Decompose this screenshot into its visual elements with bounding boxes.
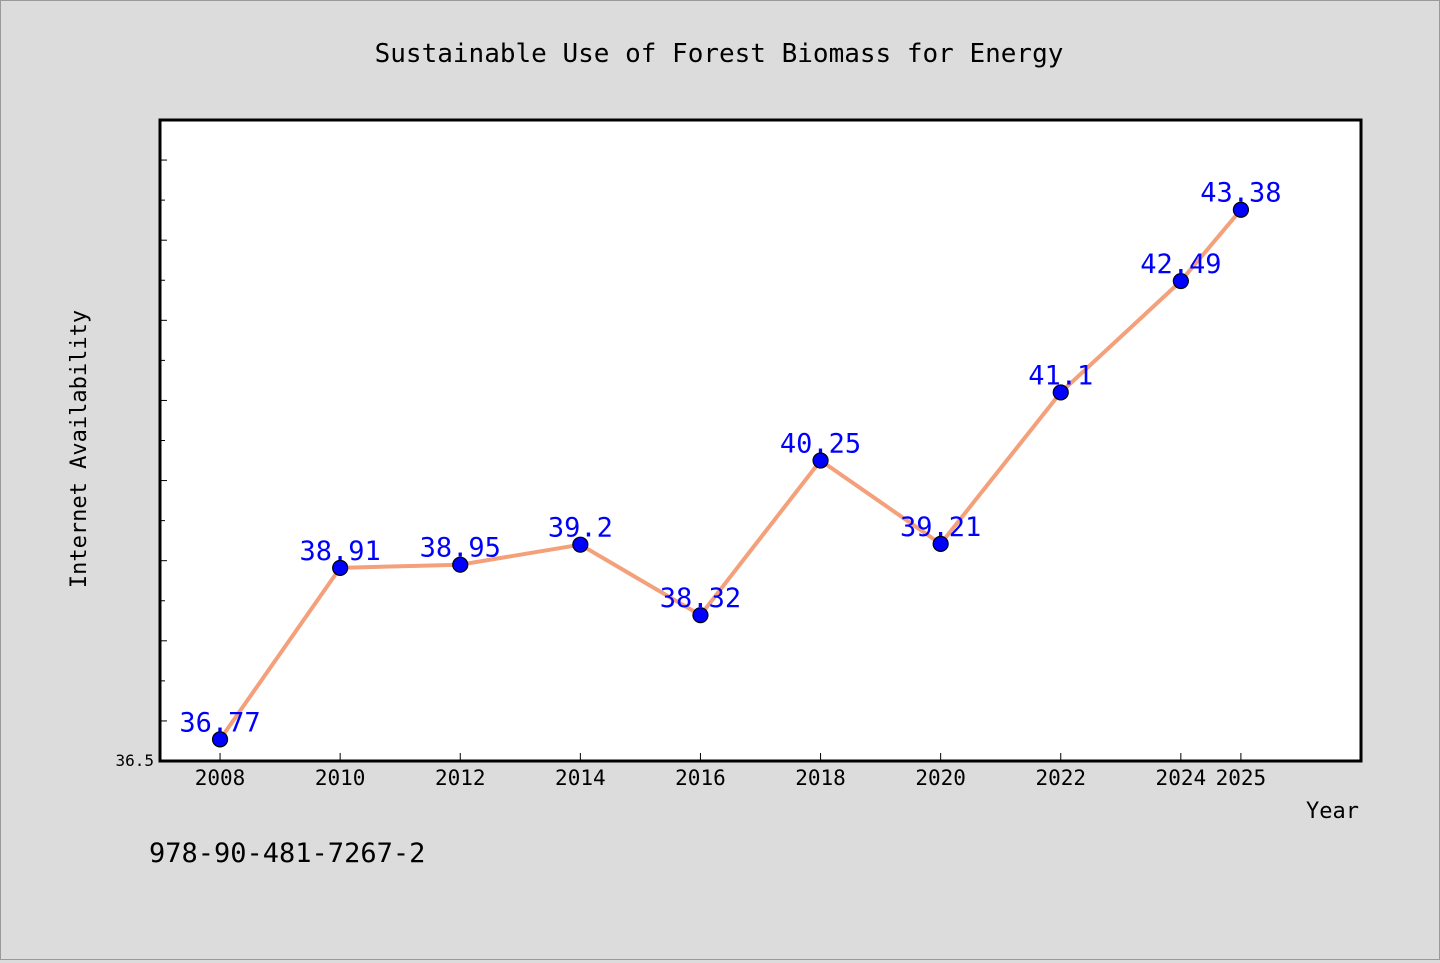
- x-tick-label: 2010: [315, 766, 366, 790]
- data-point: [1052, 384, 1069, 401]
- data-point: [1172, 272, 1189, 290]
- data-label: 38.91: [300, 536, 381, 567]
- x-tick-label: 2014: [555, 766, 606, 790]
- data-point: [1232, 201, 1250, 218]
- chart-title: Sustainable Use of Forest Biomass for En…: [375, 39, 1064, 69]
- data-point: [452, 556, 469, 573]
- x-tick-label: 2022: [1035, 766, 1086, 790]
- x-tick-label: 2018: [795, 766, 846, 790]
- x-tick-label: 2012: [435, 766, 486, 790]
- data-label: 36.77: [179, 707, 260, 738]
- y-tick-label: 36.5: [115, 751, 154, 770]
- x-axis-ticks: 2008 2010 2012 2014 2016 2018 2020 2022 2024 2025: [195, 753, 1266, 790]
- data-label: 38.95: [420, 533, 501, 564]
- data-point: [692, 607, 709, 624]
- series-line: [218, 207, 1243, 742]
- x-tick-label: 2025: [1216, 766, 1267, 790]
- data-label: 40.25: [780, 429, 861, 460]
- isbn-text: 978-90-481-7267-2: [149, 838, 425, 869]
- data-label: 39.21: [900, 512, 981, 543]
- data-point: [812, 452, 829, 469]
- data-label: 43.38: [1200, 178, 1281, 209]
- data-point: [932, 535, 949, 552]
- data-point: [572, 536, 589, 553]
- data-point: [332, 559, 349, 576]
- plot-area: [158, 118, 1363, 763]
- data-label: 39.2: [548, 513, 613, 544]
- data-label: 38.32: [660, 583, 741, 614]
- y-axis-ticks: 36.5: [115, 119, 167, 770]
- data-point: [211, 731, 229, 748]
- x-tick-label: 2016: [675, 766, 726, 790]
- x-tick-label: 2020: [915, 766, 966, 790]
- series-layer: 36.77 38.91 38.95 39.2 38.32 40.25 39.21 41.1 42…: [179, 178, 1282, 748]
- x-axis-label: Year: [1306, 799, 1359, 824]
- x-tick-label: 2008: [195, 766, 246, 790]
- x-tick-label: 2024: [1156, 766, 1207, 790]
- data-label: 42.49: [1140, 249, 1221, 280]
- data-label: 41.1: [1028, 360, 1093, 391]
- y-axis-label: Internet Availability: [67, 310, 92, 588]
